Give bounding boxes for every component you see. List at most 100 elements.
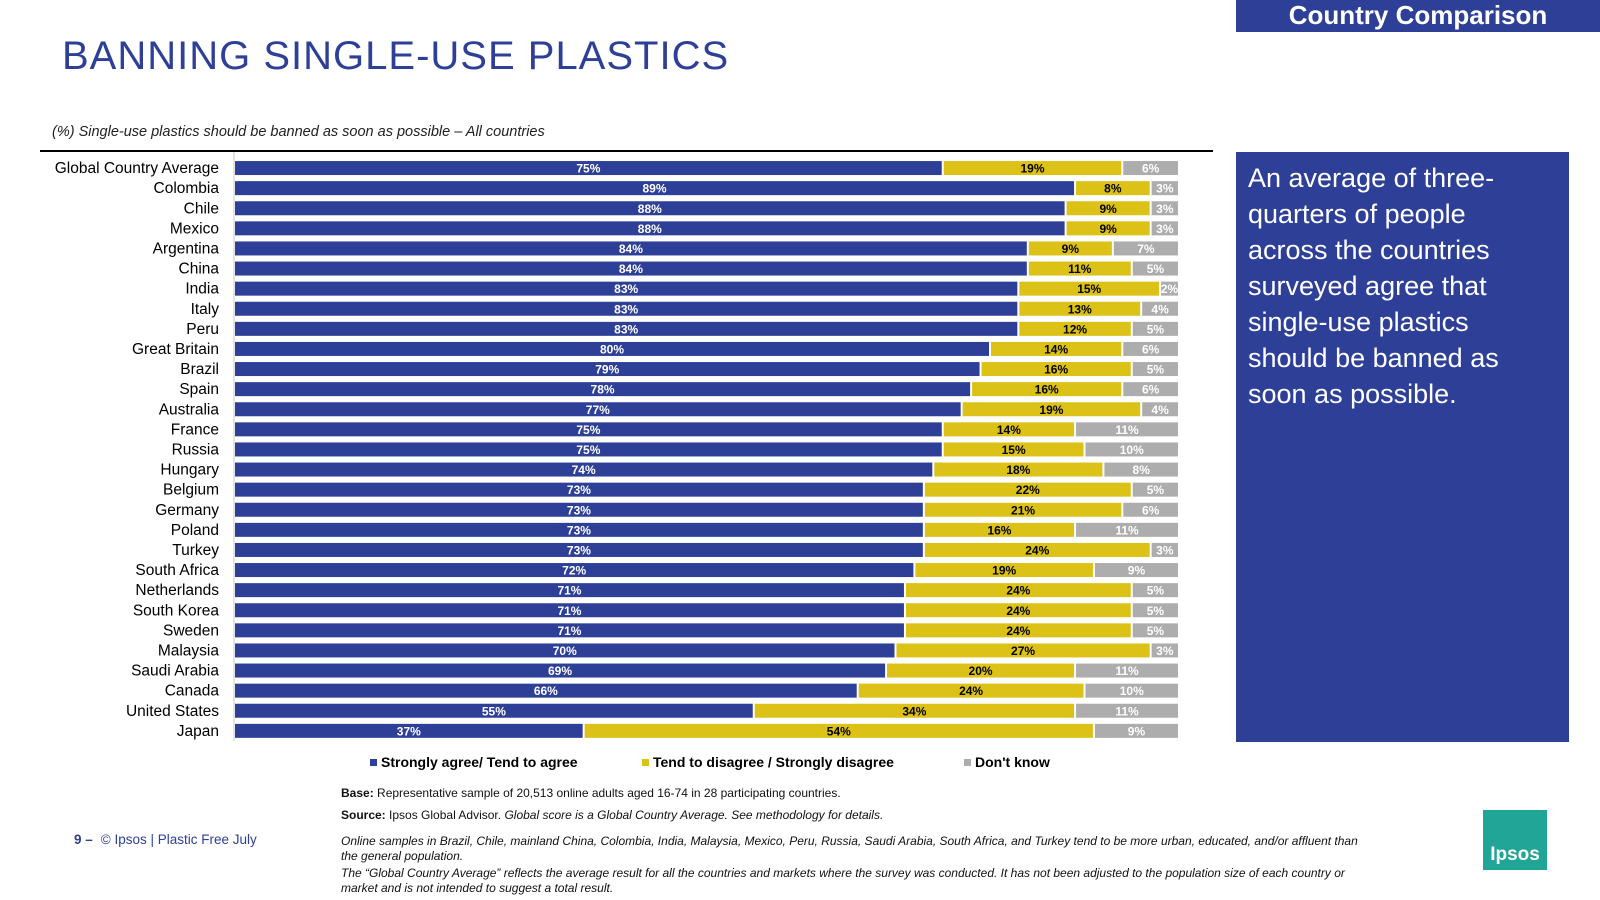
source-label: Source: [341,808,386,822]
logo-text: Ipsos [1490,844,1540,865]
data-label: 5% [1147,483,1165,497]
bar-segment [235,281,1018,296]
bar-segment [1113,241,1178,256]
bar-segment [235,723,583,738]
bar-segment [235,321,1018,336]
bar-segment [235,703,753,718]
bar-segment [1132,362,1178,377]
bar-segment [1151,201,1178,216]
bar-segment [1151,542,1178,557]
data-label: 15% [1002,443,1026,457]
data-label: 80% [600,342,624,356]
legend-item-agree: Strongly agree/ Tend to agree [370,754,578,770]
callout-box: An average of three-quarters of people a… [1236,152,1569,742]
bar-segment [1076,663,1178,678]
base-text: Representative sample of 20,513 online a… [377,786,841,800]
category-label: Peru [186,321,219,338]
data-label: 24% [959,684,983,698]
bar-segment [934,462,1103,477]
legend-swatch-disagree [642,759,649,766]
bar-segment [235,462,933,477]
legend-item-disagree: Tend to disagree / Strongly disagree [642,754,894,770]
bar-segment [235,643,895,658]
bar-segment [1142,301,1178,316]
bar-segment [1132,482,1178,497]
data-label: 34% [902,704,926,718]
legend-swatch-dontknow [964,759,971,766]
data-label: 69% [548,664,572,678]
data-label: 71% [557,584,581,598]
bar-segment [915,563,1093,578]
divider [40,150,1213,152]
bar-segment [887,663,1075,678]
data-label: 6% [1142,162,1160,176]
bar-segment [1132,623,1178,638]
bar-segment [235,181,1075,196]
data-label: 37% [397,724,421,738]
footer-text: © Ipsos | Plastic Free July [100,832,257,847]
source-note: Source: Ipsos Global Advisor. Global sco… [341,808,883,822]
data-label: 15% [1077,282,1101,296]
bar-segment [1123,382,1178,397]
bar-segment [235,502,923,517]
data-label: 88% [638,202,662,216]
data-label: 3% [1156,222,1174,236]
data-label: 11% [1115,664,1139,678]
data-label: 88% [638,222,662,236]
data-label: 14% [1044,342,1068,356]
bar-segment [1076,422,1178,437]
data-label: 20% [969,664,993,678]
bar-segment [1028,241,1112,256]
category-label: Japan [177,723,219,740]
category-label: Belgium [163,482,219,499]
category-label: Netherlands [135,582,219,599]
bar-segment [235,663,886,678]
data-label: 10% [1120,684,1144,698]
data-label: 5% [1147,624,1165,638]
page-title: BANNING SINGLE-USE PLASTICS [62,34,730,78]
legend-label-dontknow: Don't know [975,754,1050,770]
data-label: 9% [1099,222,1117,236]
category-label: Russia [172,441,220,458]
bar-segment [1019,321,1131,336]
category-label: Malaysia [158,642,220,659]
data-label: 22% [1016,483,1040,497]
data-label: 79% [595,363,619,377]
bar-segment [235,301,1018,316]
data-label: 83% [614,282,638,296]
data-label: 70% [553,644,577,658]
bar-segment [584,723,1093,738]
source-italic: Global score is a Global Country Average… [504,808,884,822]
gca-note: The “Global Country Average” reflects th… [341,866,1345,896]
bar-segment [235,563,914,578]
data-label: 73% [567,503,591,517]
data-label: 6% [1142,383,1160,397]
data-label: 5% [1147,322,1165,336]
bar-segment [972,382,1122,397]
data-label: 19% [992,564,1016,578]
source-text: Ipsos Global Advisor. [389,808,502,822]
data-label: 9% [1128,564,1146,578]
category-label: Hungary [160,462,219,479]
category-label: Global Country Average [55,160,219,177]
bar-segment [924,522,1075,537]
bar-segment [1019,301,1141,316]
bar-segment [235,482,923,497]
bar-segment [924,502,1122,517]
category-label: Sweden [163,622,219,639]
data-label: 55% [482,704,506,718]
bar-segment [754,703,1075,718]
bar-segment [235,362,980,377]
bar-segment [235,201,1065,216]
data-label: 9% [1062,242,1080,256]
page-footer: 9 – © Ipsos | Plastic Free July [74,832,257,847]
bar-segment [235,221,1065,236]
bar-segment [1151,221,1178,236]
bar-segment [1076,181,1150,196]
ipsos-logo: Ipsos [1483,810,1547,870]
bar-segment [943,161,1122,176]
data-label: 11% [1068,262,1092,276]
data-label: 6% [1142,342,1160,356]
gca-line-1: The “Global Country Average” reflects th… [341,866,1345,880]
data-label: 9% [1128,724,1146,738]
